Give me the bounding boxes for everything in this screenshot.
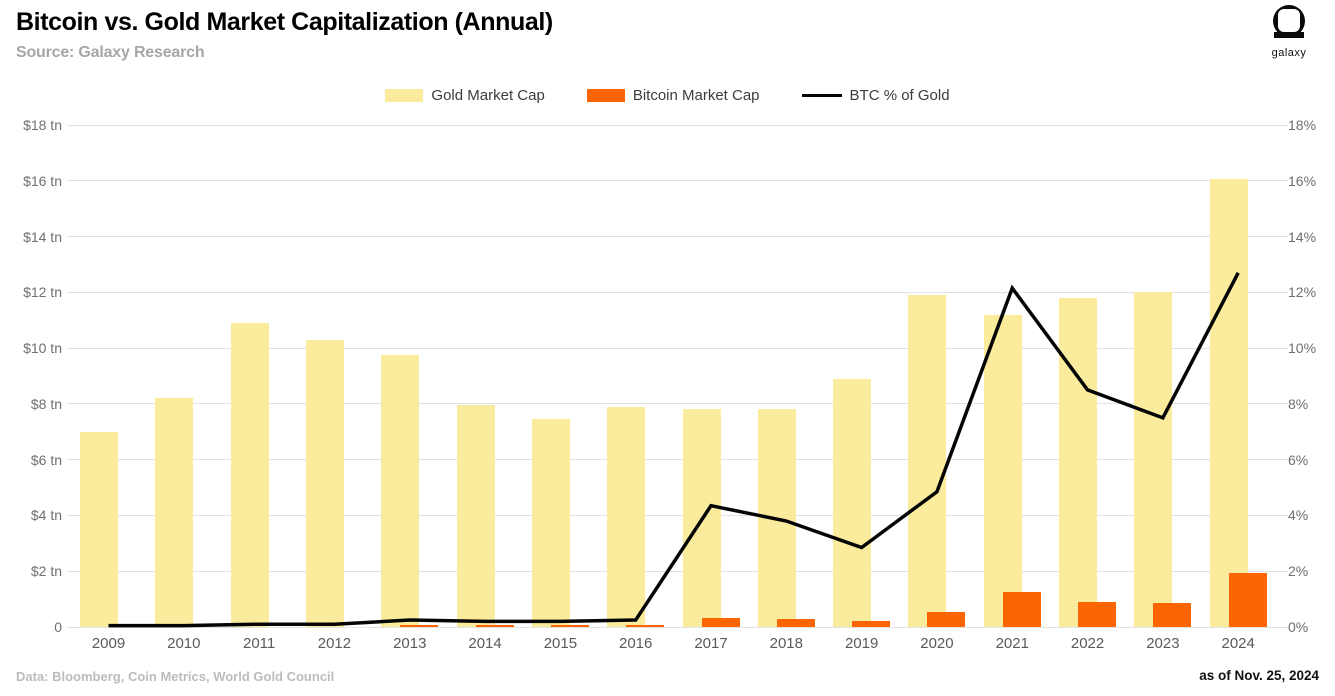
bitcoin-bar — [1153, 603, 1192, 627]
gridline — [67, 626, 1288, 628]
bitcoin-bar — [776, 619, 815, 627]
left-axis-tick: 0 — [54, 619, 62, 635]
legend-item-gold: Gold Market Cap — [385, 87, 545, 104]
galaxy-logo-text: galaxy — [1271, 47, 1307, 59]
x-axis-label: 2010 — [167, 635, 201, 652]
legend-label-btc-pct: BTC % of Gold — [849, 87, 950, 104]
right-axis-tick: 6% — [1288, 451, 1309, 468]
x-axis-label: 2009 — [91, 635, 126, 652]
legend-item-bitcoin: Bitcoin Market Cap — [586, 87, 760, 104]
data-attribution: Data: Bloomberg, Coin Metrics, World Gol… — [16, 669, 335, 684]
bitcoin-bar — [852, 621, 891, 627]
x-axis-label: 2015 — [543, 635, 578, 652]
as-of-date: as of Nov. 25, 2024 — [1199, 668, 1319, 683]
x-axis-label: 2011 — [242, 635, 276, 652]
gridline — [67, 459, 1288, 461]
gold-bar — [531, 419, 570, 627]
left-axis-tick: $4 tn — [30, 507, 62, 524]
x-axis-label: 2020 — [920, 635, 954, 652]
gold-bar — [1209, 179, 1248, 627]
gold-bar — [983, 314, 1022, 627]
gridline — [67, 291, 1288, 293]
right-axis-tick: 0% — [1288, 619, 1309, 635]
gridline — [67, 124, 1288, 126]
gold-bar — [381, 355, 420, 627]
gridline — [67, 347, 1288, 349]
gold-bar — [305, 339, 344, 627]
x-axis-label: 2014 — [468, 635, 502, 652]
left-axis-tick: $18 tn — [23, 117, 62, 133]
chart-area: 0 0% $2 tn 2% $4 tn 4% $6 tn 6% $8 tn 8% $10 tn 10%… — [0, 117, 1335, 652]
left-axis-tick: $2 tn — [30, 563, 62, 580]
left-axis-tick: $14 tn — [23, 228, 62, 245]
page-subtitle: Source: Galaxy Research — [16, 44, 205, 61]
bitcoin-bar — [626, 625, 665, 627]
bitcoin-bar — [1228, 572, 1267, 627]
line-swatch-icon — [801, 93, 842, 98]
legend-label-gold: Gold Market Cap — [431, 87, 545, 104]
galaxy-logo: galaxy — [1257, 4, 1321, 59]
gold-bar — [1134, 292, 1173, 627]
right-axis-tick: 16% — [1288, 172, 1317, 189]
right-axis-tick: 10% — [1288, 340, 1317, 357]
bitcoin-bar — [701, 618, 740, 627]
galaxy-logo-icon — [1273, 5, 1305, 38]
left-axis-tick: $6 tn — [30, 451, 62, 468]
right-axis-tick: 2% — [1288, 563, 1309, 580]
right-axis-tick: 14% — [1288, 228, 1317, 245]
gold-bar — [230, 323, 269, 627]
x-axis-label: 2016 — [619, 635, 653, 652]
right-axis-tick: 4% — [1288, 507, 1309, 524]
x-axis-label: 2017 — [694, 635, 728, 652]
chart-legend: Gold Market Cap Bitcoin Market Cap BTC %… — [0, 87, 1335, 104]
left-axis-tick: $8 tn — [30, 395, 62, 412]
gridline — [67, 570, 1288, 572]
x-axis-label: 2024 — [1221, 635, 1255, 652]
x-axis-label: 2019 — [844, 635, 879, 652]
x-axis-label: 2012 — [317, 635, 352, 652]
gold-bar — [456, 405, 495, 627]
legend-label-bitcoin: Bitcoin Market Cap — [632, 87, 760, 104]
left-axis-tick: $10 tn — [23, 340, 62, 357]
gridline — [67, 403, 1288, 405]
bitcoin-bar — [400, 625, 439, 627]
btc-pct-line — [108, 272, 1240, 628]
bitcoin-bar — [1002, 592, 1041, 627]
right-axis-tick: 8% — [1288, 395, 1309, 412]
left-axis-tick: $16 tn — [23, 172, 62, 189]
x-axis-label: 2022 — [1070, 635, 1105, 652]
right-axis-tick: 18% — [1288, 117, 1317, 133]
gridline — [67, 514, 1288, 516]
bitcoin-bar — [550, 625, 589, 627]
bitcoin-swatch-icon — [586, 89, 625, 102]
legend-item-btc-pct: BTC % of Gold — [801, 87, 950, 104]
gold-bar — [607, 406, 646, 627]
gridline — [67, 236, 1288, 238]
left-axis-tick: $12 tn — [23, 284, 62, 301]
page-title: Bitcoin vs. Gold Market Capitalization (… — [16, 8, 553, 36]
bitcoin-bar — [475, 625, 514, 627]
gold-bar — [833, 378, 872, 627]
x-axis-label: 2021 — [995, 635, 1029, 652]
bitcoin-bar — [1078, 601, 1117, 627]
gridline — [67, 180, 1288, 182]
gold-swatch-icon — [385, 89, 424, 102]
x-axis-label: 2023 — [1146, 635, 1180, 652]
plot-area — [67, 124, 1288, 628]
x-axis-label: 2013 — [393, 635, 427, 652]
gold-bar — [1059, 297, 1098, 627]
right-axis-tick: 12% — [1288, 284, 1317, 301]
gold-bar — [80, 431, 118, 627]
gold-bar — [908, 295, 947, 627]
x-axis-label: 2018 — [769, 635, 803, 652]
bitcoin-bar — [927, 611, 966, 627]
gold-bar — [155, 398, 194, 627]
